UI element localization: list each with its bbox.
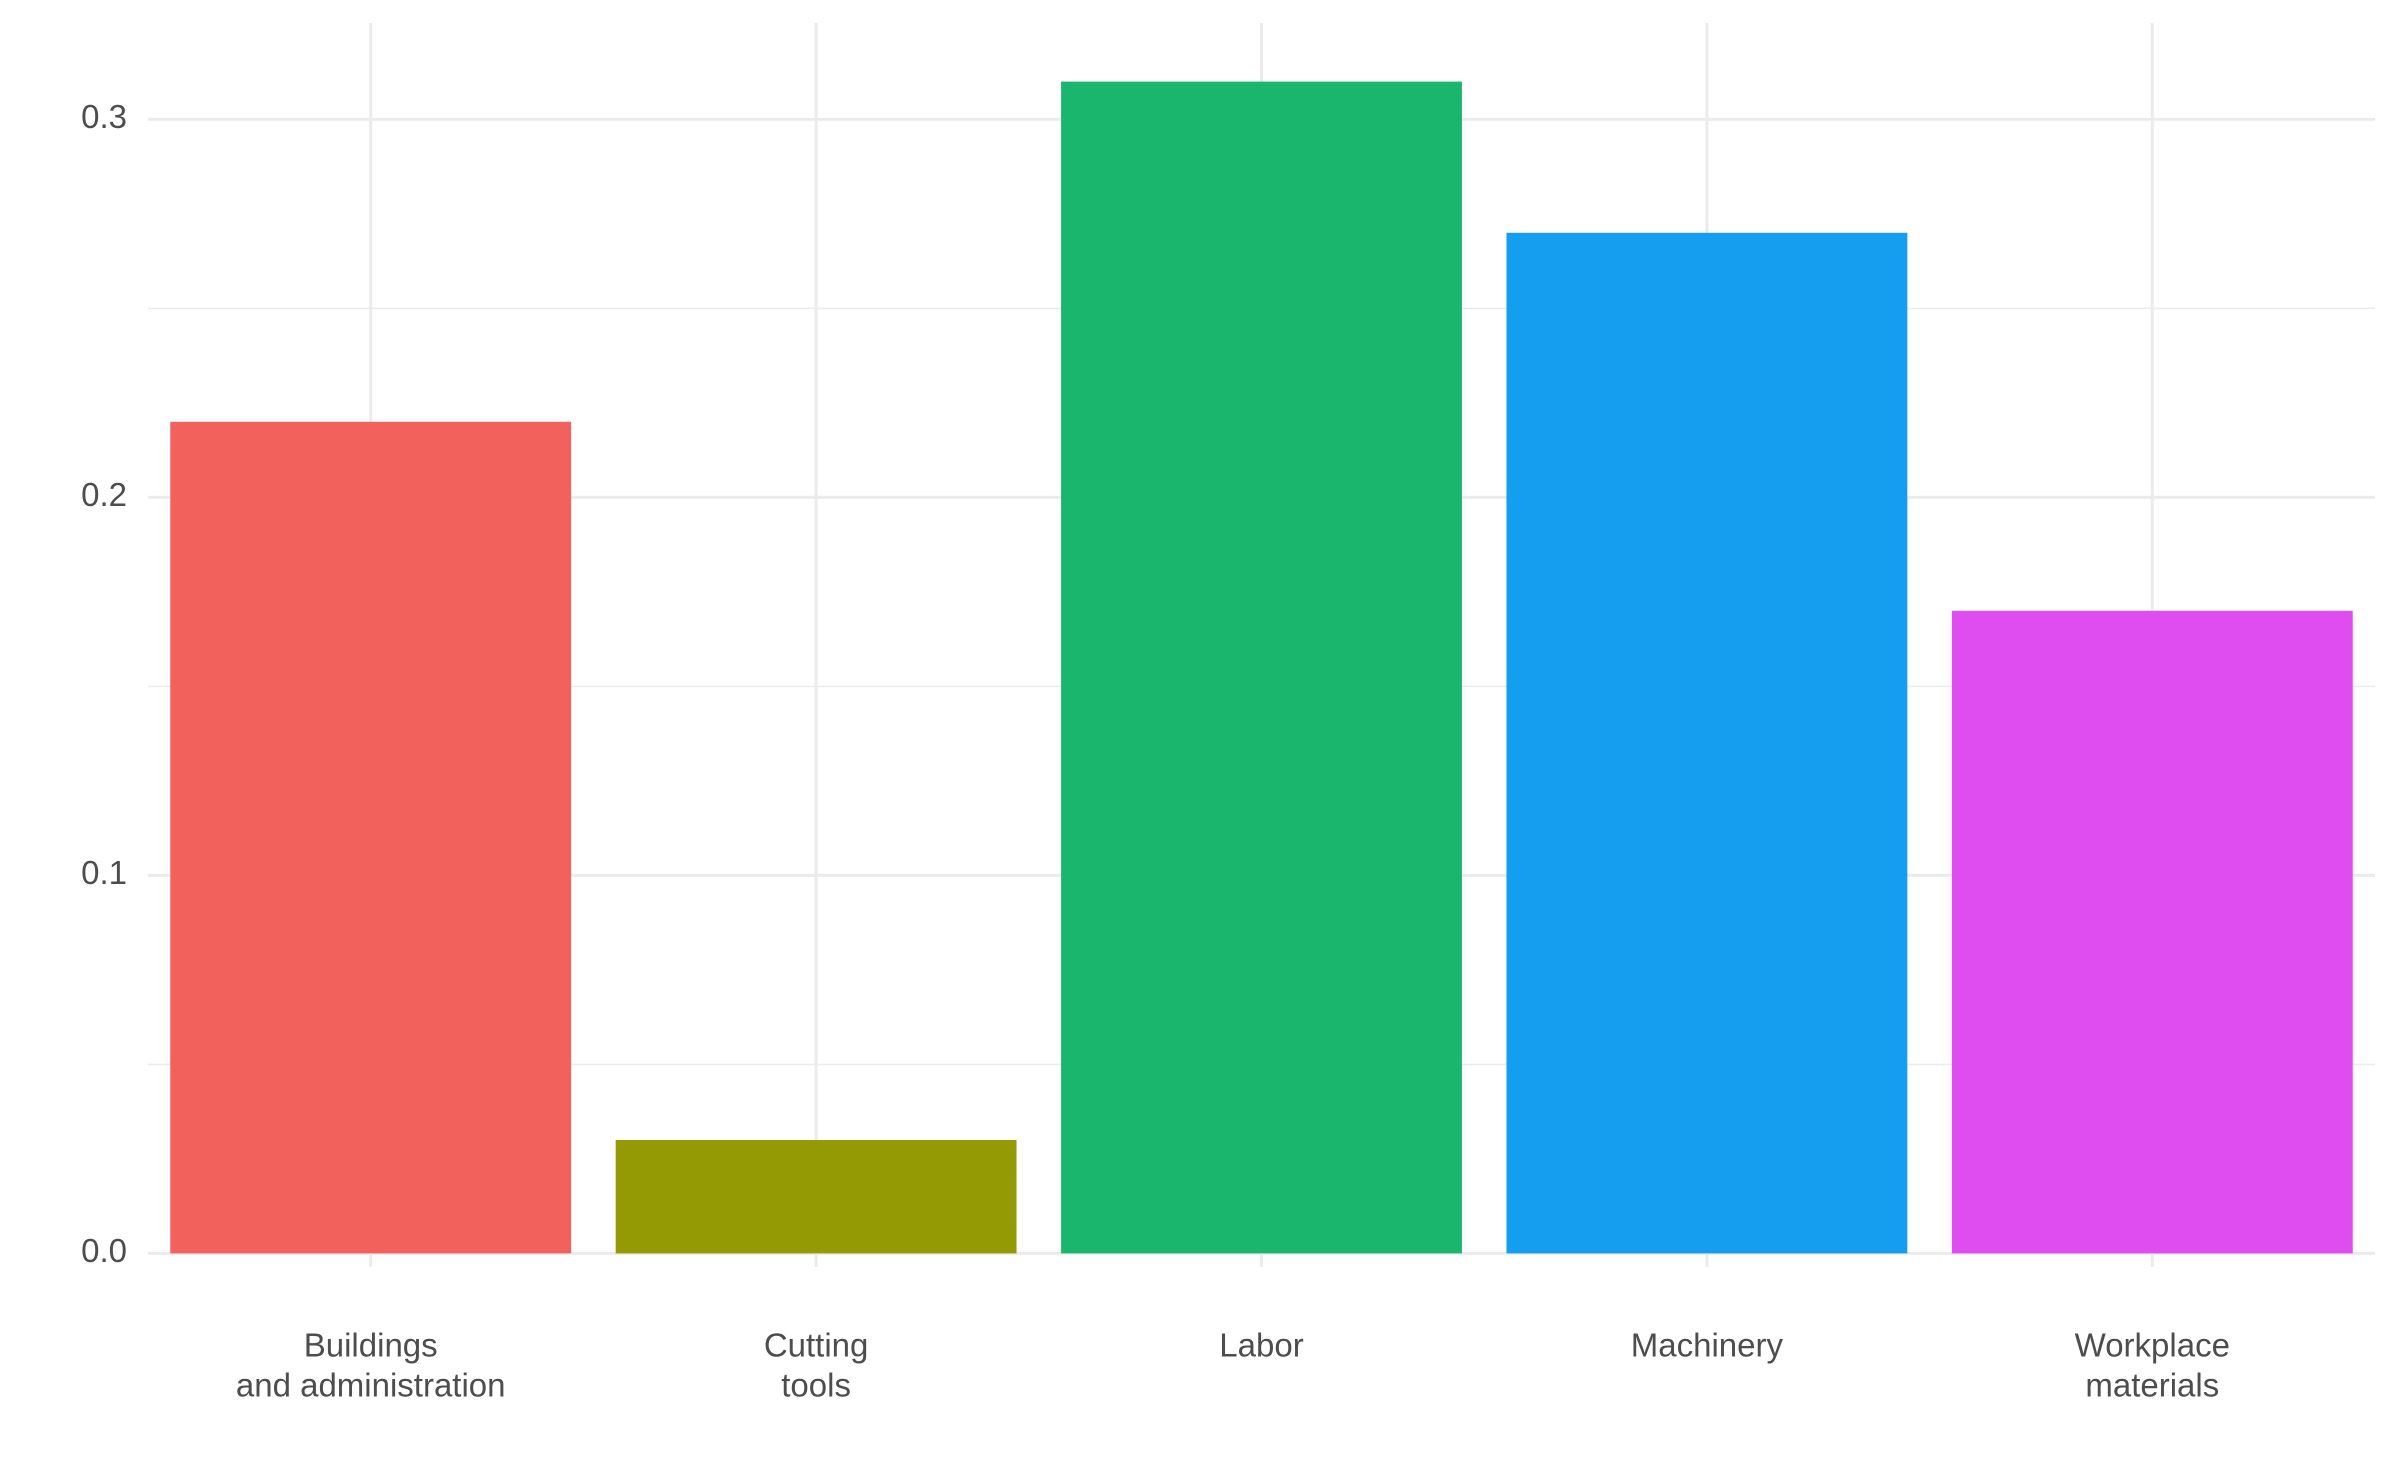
bar bbox=[170, 421, 572, 1254]
bar bbox=[1951, 610, 2353, 1254]
x-tick-label: and administration bbox=[236, 1367, 506, 1404]
x-tick-label: materials bbox=[2085, 1367, 2219, 1404]
bar bbox=[1061, 81, 1462, 1254]
x-tick-label: Buildings bbox=[304, 1327, 438, 1364]
x-tick-label: Labor bbox=[1219, 1327, 1303, 1364]
bar bbox=[615, 1140, 1017, 1254]
y-tick-label: 0.1 bbox=[81, 854, 127, 891]
y-tick-label: 0.2 bbox=[81, 476, 127, 513]
x-tick-label: Workplace bbox=[2075, 1327, 2230, 1364]
y-tick-label: 0.0 bbox=[81, 1232, 127, 1269]
bar bbox=[1506, 232, 1908, 1254]
x-tick-label: tools bbox=[781, 1367, 851, 1404]
x-tick-label: Cutting bbox=[764, 1327, 869, 1364]
y-tick-label: 0.3 bbox=[81, 98, 127, 135]
x-tick-label: Machinery bbox=[1631, 1327, 1784, 1364]
